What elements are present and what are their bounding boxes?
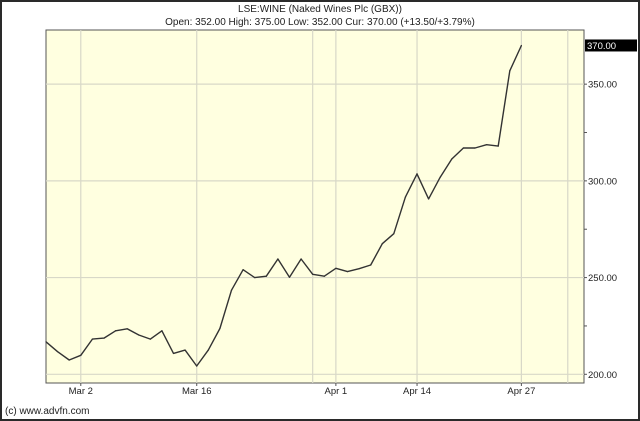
x-tick-label: Apr 14 [403, 386, 431, 397]
data-point [323, 275, 325, 277]
data-point [265, 275, 267, 277]
data-point [370, 264, 372, 266]
data-point [103, 337, 105, 339]
data-point [149, 338, 151, 340]
data-point [207, 349, 209, 351]
data-point [56, 351, 59, 353]
copyright-footer: (c) www.advfn.com [5, 406, 90, 417]
x-tick-label: Apr 27 [507, 386, 535, 397]
data-point [80, 354, 82, 356]
data-point [277, 258, 279, 260]
data-point [381, 243, 383, 245]
current-value-box [585, 39, 637, 52]
data-point [138, 334, 140, 336]
data-point [300, 258, 302, 260]
data-point [439, 176, 441, 178]
y-tick-label: 200.00 [588, 370, 617, 381]
data-point [184, 349, 186, 351]
data-point [68, 359, 70, 361]
chart-title: LSE:WINE (Naked Wines Plc (GBX)) [238, 4, 402, 15]
data-point [254, 276, 256, 279]
data-point [230, 289, 233, 291]
data-point [91, 338, 93, 340]
data-point [404, 196, 407, 198]
data-point [335, 267, 337, 269]
data-point [161, 330, 163, 332]
data-point [497, 145, 499, 147]
data-point [114, 330, 117, 332]
data-point [242, 269, 244, 271]
chart-subtitle: Open: 352.00 High: 375.00 Low: 352.00 Cu… [165, 17, 475, 28]
y-tick-label: 300.00 [588, 176, 617, 187]
x-tick-label: Mar 2 [69, 386, 93, 397]
y-tick-label: 350.00 [588, 80, 617, 91]
data-point [288, 276, 291, 278]
data-point [486, 144, 488, 146]
data-point [462, 147, 465, 149]
data-point [416, 173, 418, 175]
y-tick-label: 250.00 [588, 273, 617, 284]
data-point [520, 44, 522, 47]
data-point [45, 341, 47, 343]
data-point [451, 158, 453, 160]
price-line [45, 45, 523, 367]
data-point [428, 198, 430, 200]
data-point [393, 233, 395, 235]
data-point [358, 268, 360, 270]
plot-area [45, 29, 585, 384]
data-point [474, 147, 476, 149]
data-point [312, 273, 314, 275]
x-tick-label: Mar 16 [182, 386, 212, 397]
data-point [196, 365, 198, 367]
data-point [126, 328, 128, 330]
data-point [219, 327, 221, 330]
current-value-label: 370.00 [587, 41, 616, 52]
x-tick-label: Apr 1 [325, 386, 348, 397]
data-point [346, 270, 349, 273]
data-point [172, 352, 175, 355]
data-point [509, 70, 511, 72]
